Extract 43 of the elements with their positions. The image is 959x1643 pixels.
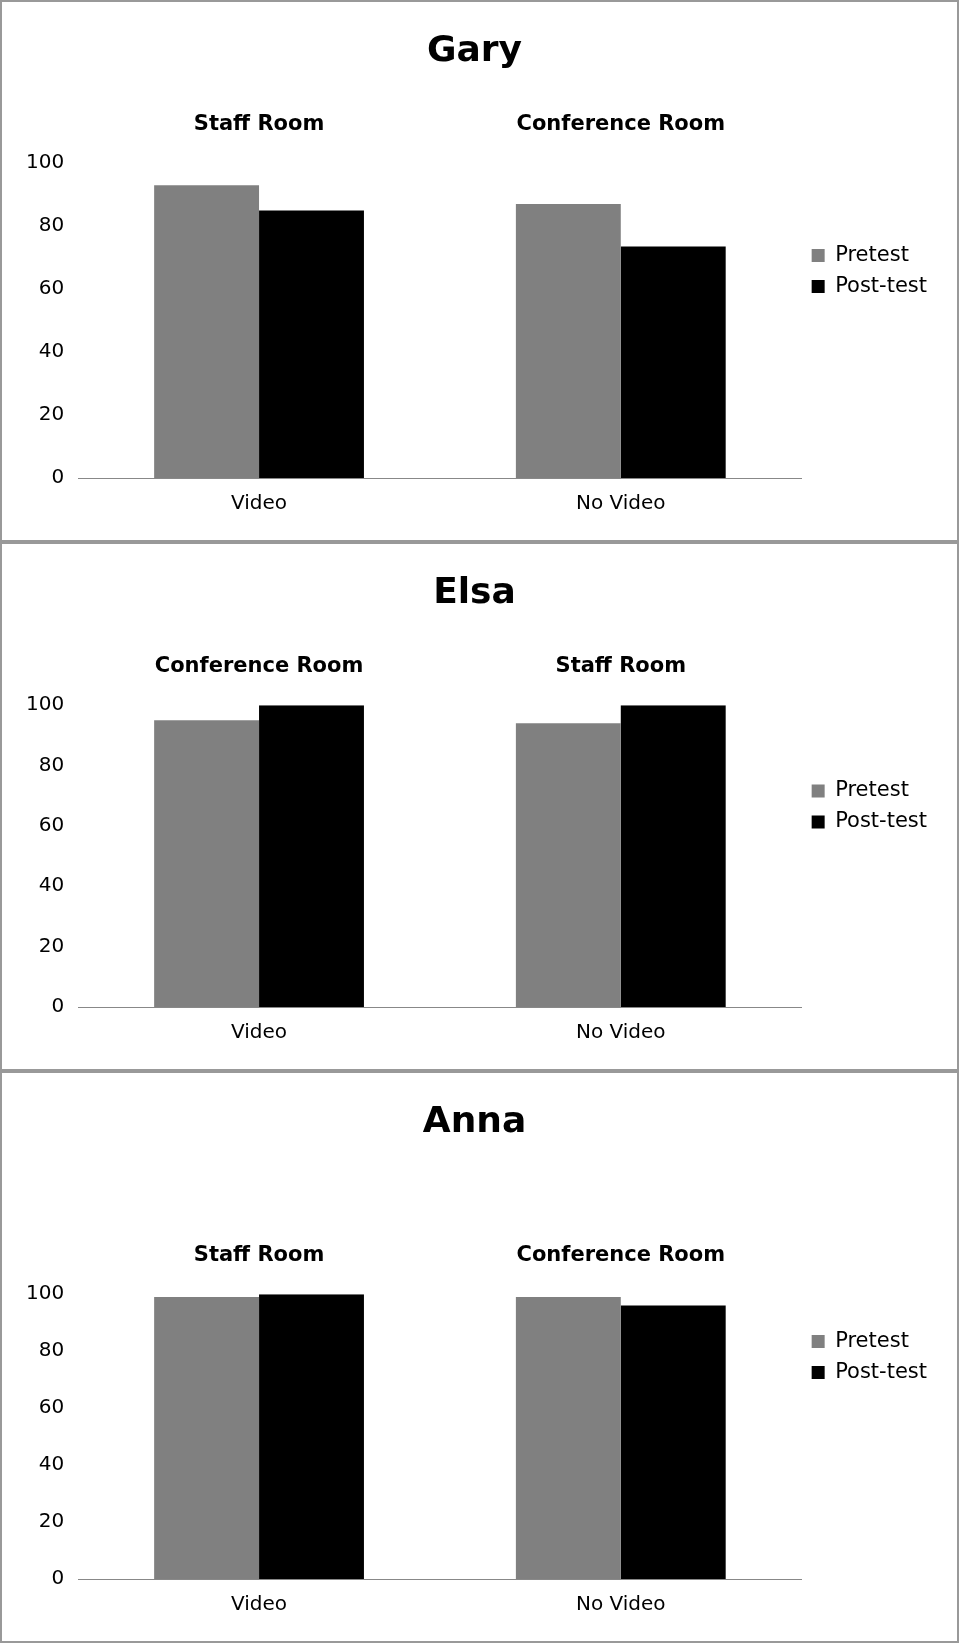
chart-title: Gary [426,27,523,69]
text: Conference Room [154,653,364,678]
x-tick-label: Video [231,490,288,515]
y-tick-label: 100 [25,149,65,174]
text: Staff Room [193,111,325,136]
x-tick-label: No Video [575,490,666,515]
legend-label: Pretest [835,1327,909,1352]
text: Staff Room [193,1242,325,1267]
chart-title: Anna [422,1098,527,1140]
x-tick-label: Video [231,1591,288,1616]
y-tick-label: 40 [38,872,65,897]
y-tick-label: 0 [51,464,65,489]
text: Staff Room [555,653,687,678]
y-tick-label: 100 [25,1280,65,1305]
legend-label: Pretest [835,777,909,802]
y-tick-label: 100 [25,691,65,716]
chart-title: Elsa [433,569,516,611]
bar [620,705,726,1007]
bar [259,210,364,478]
y-tick-label: 20 [38,401,65,426]
x-tick-label: No Video [575,1019,666,1044]
y-tick-label: 0 [51,1565,65,1590]
text: Conference Room [516,111,726,136]
y-tick-label: 40 [38,338,65,363]
y-tick-label: 0 [51,993,65,1018]
y-tick-label: 80 [38,1337,65,1362]
y-tick-label: 60 [38,812,65,837]
bar [620,246,726,478]
legend-label: Post-test [835,272,928,297]
y-tick-label: 80 [38,751,65,776]
x-tick-label: Video [231,1019,288,1044]
y-tick-label: 80 [38,212,65,237]
bar [259,705,364,1007]
y-tick-label: 60 [38,275,65,300]
legend-label: Post-test [835,1358,928,1383]
y-tick-label: 20 [38,1508,65,1533]
y-tick-label: 40 [38,1451,65,1476]
y-tick-label: 60 [38,1394,65,1419]
x-tick-label: No Video [575,1591,666,1616]
y-tick-label: 20 [38,932,65,957]
text: Conference Room [516,1242,726,1267]
legend-label: Post-test [835,808,928,833]
legend-label: Pretest [835,241,909,266]
